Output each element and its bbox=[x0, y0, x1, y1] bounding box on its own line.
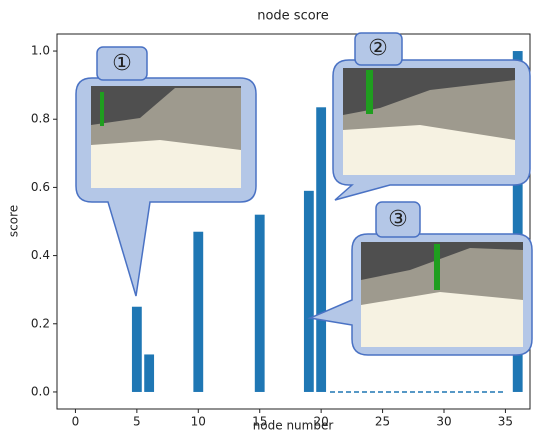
callout-1: ① bbox=[76, 47, 256, 296]
y-tick-label: 0.4 bbox=[31, 248, 50, 262]
x-tick-label: 5 bbox=[133, 415, 141, 429]
bar bbox=[144, 354, 154, 392]
x-tick-label: 20 bbox=[314, 415, 329, 429]
callout-number: ① bbox=[112, 51, 132, 76]
y-axis-label: score bbox=[7, 205, 21, 237]
x-tick-label: 0 bbox=[72, 415, 80, 429]
y-tick-label: 0.0 bbox=[31, 384, 50, 398]
y-tick-label: 0.6 bbox=[31, 180, 50, 194]
chart-title: node score bbox=[257, 9, 329, 24]
y-tick-label: 0.8 bbox=[31, 112, 50, 126]
x-tick-label: 30 bbox=[436, 415, 451, 429]
callout-number: ③ bbox=[388, 207, 408, 232]
chart: node score node number score 0.00.20.40.… bbox=[0, 0, 540, 434]
bar bbox=[255, 215, 265, 392]
x-tick-label: 35 bbox=[498, 415, 513, 429]
bar bbox=[132, 307, 142, 392]
callout-3: ③ bbox=[310, 202, 532, 355]
callout-2: ② bbox=[333, 33, 530, 200]
y-tick-label: 1.0 bbox=[31, 44, 50, 58]
x-tick-label: 10 bbox=[191, 415, 206, 429]
x-tick-label: 25 bbox=[375, 415, 390, 429]
y-tick-label: 0.2 bbox=[31, 316, 50, 330]
x-tick-label: 15 bbox=[252, 415, 267, 429]
callout-number: ② bbox=[368, 36, 388, 61]
bar bbox=[316, 107, 326, 392]
bar bbox=[304, 191, 314, 392]
bar bbox=[193, 232, 203, 392]
